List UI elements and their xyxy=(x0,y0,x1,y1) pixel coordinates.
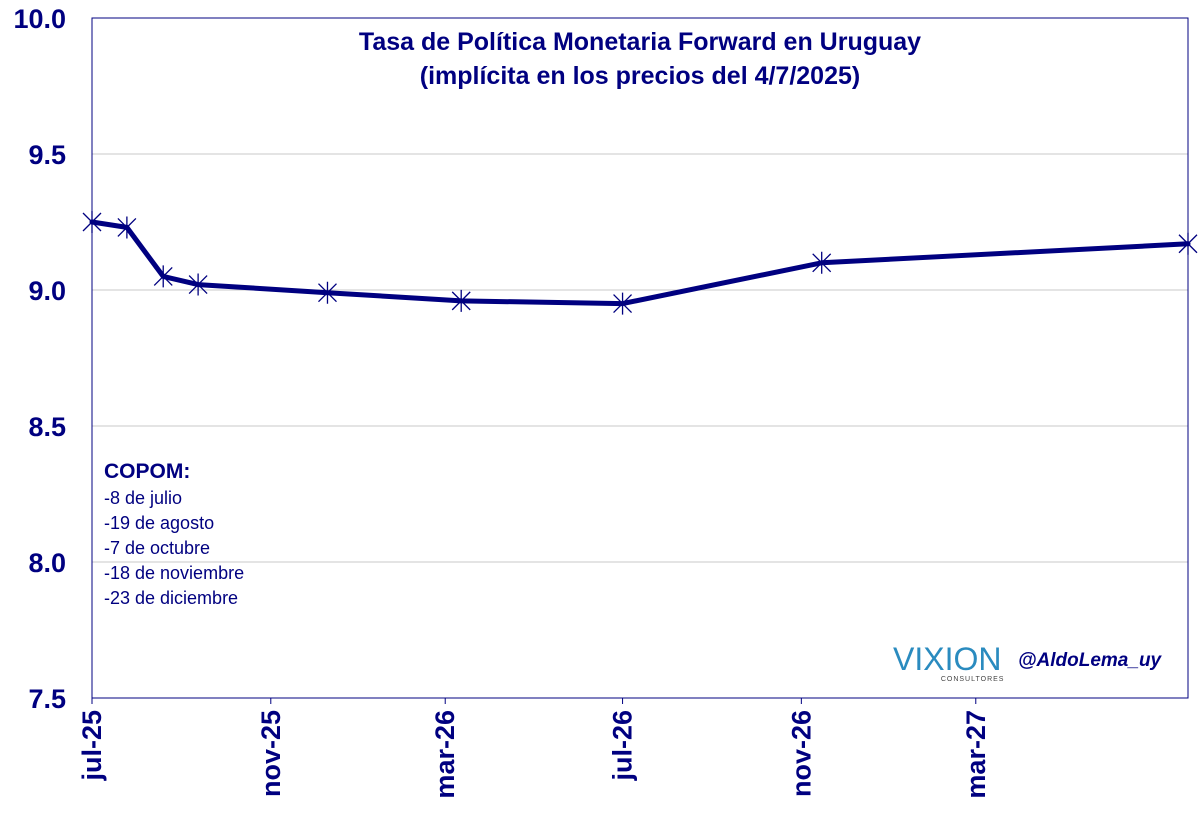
data-point-marker xyxy=(188,273,208,296)
data-point-marker xyxy=(613,292,633,315)
data-point-marker xyxy=(82,211,102,233)
copom-date: -7 de octubre xyxy=(104,538,211,558)
x-tick-label: mar-27 xyxy=(961,710,991,799)
copom-date: -8 de julio xyxy=(104,488,183,508)
copom-date: -23 de diciembre xyxy=(104,588,239,608)
y-tick-label: 9.5 xyxy=(28,140,66,170)
series-line xyxy=(89,219,1191,307)
x-tick-label: nov-25 xyxy=(256,710,286,797)
data-point-marker xyxy=(451,289,471,312)
author-handle: @AldoLema_uy xyxy=(1018,650,1162,671)
copom-date: -19 de agosto xyxy=(104,513,215,533)
copom-note: COPOM: -8 de julio -19 de agosto -7 de o… xyxy=(104,458,244,611)
x-tick-label: jul-25 xyxy=(77,710,107,782)
x-tick-label: jul-26 xyxy=(608,710,638,782)
vixion-logo-subtitle: CONSULTORES xyxy=(940,676,1005,683)
y-tick-label: 10.0 xyxy=(13,4,66,34)
y-tick-label: 8.5 xyxy=(28,412,66,442)
copom-date: -18 de noviembre xyxy=(104,563,245,583)
plot-area-border xyxy=(91,17,1189,699)
data-point-marker xyxy=(117,216,137,239)
data-point-marker xyxy=(812,251,832,274)
x-tick-label: nov-26 xyxy=(786,710,816,797)
data-point-marker xyxy=(318,281,337,304)
data-point-marker xyxy=(153,265,173,288)
y-tick-label: 8.0 xyxy=(28,548,66,578)
y-tick-label: 7.5 xyxy=(28,684,66,714)
chart-subtitle: (implícita en los precios del 4/7/2025) xyxy=(419,62,861,90)
chart-title: Tasa de Política Monetaria Forward en Ur… xyxy=(358,28,922,56)
vixion-logo: VIXION CONSULTORES xyxy=(893,641,1005,684)
x-tick-label: mar-26 xyxy=(430,710,460,799)
y-tick-label: 9.0 xyxy=(28,276,66,306)
data-point-marker xyxy=(1178,232,1198,255)
vixion-logo-name: VIXION xyxy=(893,641,1002,677)
copom-heading: COPOM: xyxy=(104,460,191,483)
